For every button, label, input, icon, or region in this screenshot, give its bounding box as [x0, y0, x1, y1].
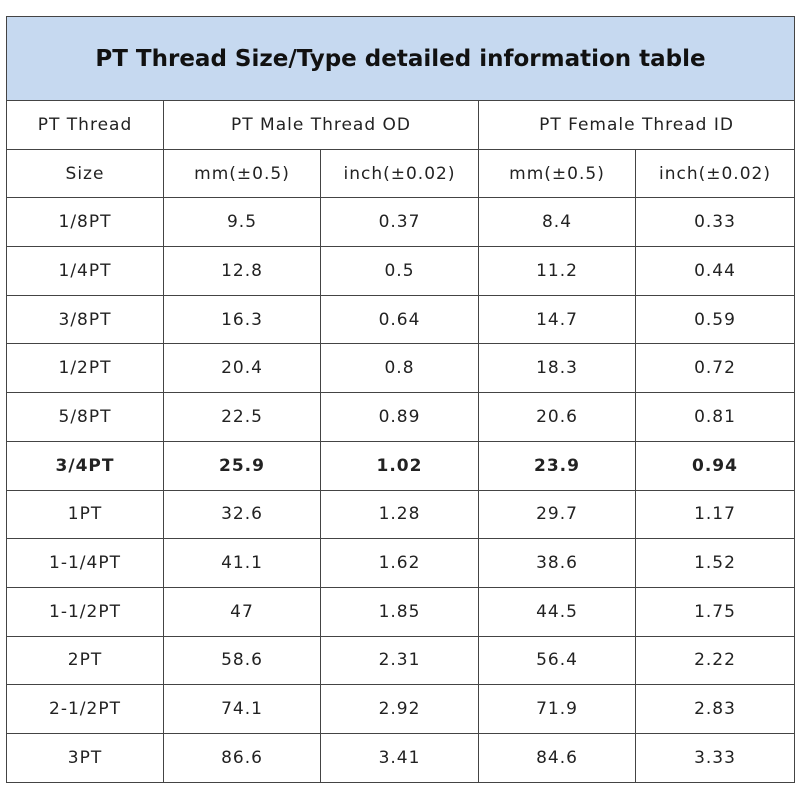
table-cell: 0.81 — [635, 392, 795, 442]
table-cell: 8.4 — [478, 197, 636, 248]
table-cell: 1.75 — [635, 586, 795, 637]
table-cell: 5/8PT — [6, 392, 164, 442]
header-cell: PT Thread — [6, 100, 164, 150]
table-cell: 41.1 — [163, 538, 321, 588]
table-cell: 44.5 — [478, 586, 636, 637]
data-row: 1-1/4PT 41.1 1.62 38.6 1.52 — [6, 538, 795, 588]
table-title: PT Thread Size/Type detailed information… — [6, 16, 795, 101]
table-cell: 86.6 — [163, 732, 321, 783]
table-cell: 12.8 — [163, 246, 321, 296]
data-row: 5/8PT 22.5 0.89 20.6 0.81 — [6, 392, 795, 442]
table-cell: 3.41 — [320, 732, 479, 783]
table-cell: 1/4PT — [6, 246, 164, 296]
table-cell: 9.5 — [163, 197, 321, 248]
table-cell: 22.5 — [163, 392, 321, 442]
header-cell: PT Male Thread OD — [163, 100, 479, 150]
table-cell: 0.8 — [320, 343, 479, 394]
table-cell: 1.52 — [635, 538, 795, 588]
data-row: 3/8PT 16.3 0.64 14.7 0.59 — [6, 294, 795, 345]
table-cell: 2.92 — [320, 684, 479, 734]
table-cell: 2PT — [6, 635, 164, 686]
data-row: 3/4PT 25.9 1.02 23.9 0.94 — [6, 440, 795, 491]
table-cell: 29.7 — [478, 489, 636, 540]
table-cell: 23.9 — [478, 440, 636, 491]
table-cell: 2.22 — [635, 635, 795, 686]
table-cell: 56.4 — [478, 635, 636, 686]
table-cell: 1.85 — [320, 586, 479, 637]
table-cell: 1-1/4PT — [6, 538, 164, 588]
table-cell: inch(±0.02) — [320, 148, 479, 199]
table-cell: 2.31 — [320, 635, 479, 686]
table-cell: 1.02 — [320, 440, 479, 491]
table-cell: 20.6 — [478, 392, 636, 442]
table-cell: 25.9 — [163, 440, 321, 491]
table-cell: 0.37 — [320, 197, 479, 248]
table-cell: 20.4 — [163, 343, 321, 394]
table-cell: 1/2PT — [6, 343, 164, 394]
data-row: 1/8PT 9.5 0.37 8.4 0.33 — [6, 197, 795, 248]
table-cell: 11.2 — [478, 246, 636, 296]
table-cell: 2.83 — [635, 684, 795, 734]
data-row: 2PT 58.6 2.31 56.4 2.22 — [6, 635, 795, 686]
table-cell: 47 — [163, 586, 321, 637]
table-cell: 1/8PT — [6, 197, 164, 248]
data-row: 3PT 86.6 3.41 84.6 3.33 — [6, 732, 795, 783]
table-cell: 3.33 — [635, 732, 795, 783]
table-cell: 3/4PT — [6, 440, 164, 491]
header-cell: PT Female Thread ID — [478, 100, 795, 150]
table-cell: 71.9 — [478, 684, 636, 734]
table-cell: 1PT — [6, 489, 164, 540]
table-cell: 0.59 — [635, 294, 795, 345]
table-cell: inch(±0.02) — [635, 148, 795, 199]
data-row: 1/4PT 12.8 0.5 11.2 0.44 — [6, 246, 795, 296]
thread-table: PT Thread Size/Type detailed information… — [6, 16, 795, 783]
table-cell: Size — [6, 148, 164, 199]
table-cell: 3PT — [6, 732, 164, 783]
table-cell: mm(±0.5) — [478, 148, 636, 199]
table-cell: 0.94 — [635, 440, 795, 491]
table-cell: 0.72 — [635, 343, 795, 394]
data-row: 1/2PT 20.4 0.8 18.3 0.72 — [6, 343, 795, 394]
table-cell: mm(±0.5) — [163, 148, 321, 199]
table-cell: 0.44 — [635, 246, 795, 296]
data-row: 1-1/2PT 47 1.85 44.5 1.75 — [6, 586, 795, 637]
table-cell: 2-1/2PT — [6, 684, 164, 734]
table-cell: 14.7 — [478, 294, 636, 345]
title-row: PT Thread Size/Type detailed information… — [6, 16, 795, 101]
table-cell: 0.89 — [320, 392, 479, 442]
table-cell: 18.3 — [478, 343, 636, 394]
table-cell: 74.1 — [163, 684, 321, 734]
table-cell: 0.33 — [635, 197, 795, 248]
table-cell: 0.64 — [320, 294, 479, 345]
table-cell: 1.17 — [635, 489, 795, 540]
table-cell: 58.6 — [163, 635, 321, 686]
table-cell: 32.6 — [163, 489, 321, 540]
table-cell: 0.5 — [320, 246, 479, 296]
table-cell: 1-1/2PT — [6, 586, 164, 637]
data-row: 2-1/2PT 74.1 2.92 71.9 2.83 — [6, 684, 795, 734]
table-cell: 1.62 — [320, 538, 479, 588]
table-cell: 3/8PT — [6, 294, 164, 345]
table-cell: 16.3 — [163, 294, 321, 345]
table-body: PT Thread Size/Type detailed information… — [6, 16, 795, 783]
header-row: PT Thread PT Male Thread OD PT Female Th… — [6, 100, 795, 150]
data-row: 1PT 32.6 1.28 29.7 1.17 — [6, 489, 795, 540]
table-cell: 38.6 — [478, 538, 636, 588]
table-cell: 84.6 — [478, 732, 636, 783]
subheader-row: Size mm(±0.5) inch(±0.02) mm(±0.5) inch(±0.0… — [6, 148, 795, 199]
table-cell: 1.28 — [320, 489, 479, 540]
